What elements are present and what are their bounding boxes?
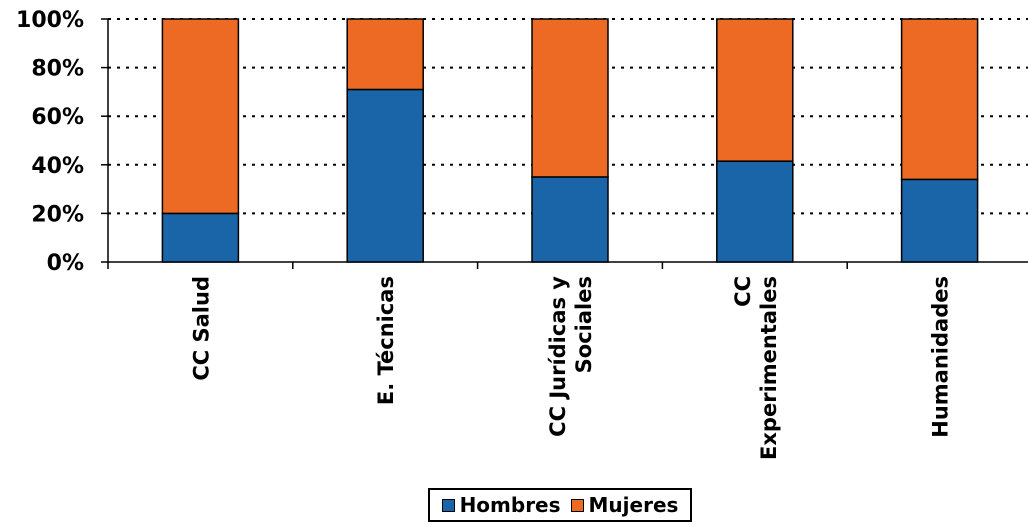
x-category-label: CC	[731, 276, 755, 307]
x-category-label: Experimentales	[757, 276, 781, 460]
y-tick-label: 20%	[31, 202, 84, 227]
legend-swatch-hombres	[441, 498, 455, 512]
x-category-label: Humanidades	[929, 276, 953, 438]
bar-hombres-0	[161, 212, 240, 263]
bar-mujeres-4	[900, 18, 979, 181]
bar-hombres-1	[346, 88, 424, 263]
bar-mujeres-2	[531, 18, 609, 178]
x-category-label: CC Salud	[189, 276, 213, 381]
legend-label-hombres: Hombres	[459, 493, 561, 517]
bar-hombres-4	[900, 178, 979, 263]
bar-mujeres-0	[161, 18, 240, 215]
y-tick-label: 40%	[31, 154, 84, 179]
y-tick-label: 80%	[31, 57, 84, 82]
legend-item-hombres: Hombres	[441, 493, 561, 517]
bar-mujeres-1	[346, 18, 424, 91]
x-category-label: Sociales	[572, 276, 596, 373]
y-tick-label: 100%	[16, 8, 84, 33]
y-tick-label: 60%	[31, 105, 84, 130]
legend: Hombres Mujeres	[428, 488, 692, 522]
bar-mujeres-3	[716, 18, 794, 162]
legend-swatch-mujeres	[570, 498, 584, 512]
legend-label-mujeres: Mujeres	[588, 493, 679, 517]
stacked-bar-chart: 0% 20% 40% 60% 80% 100% CC Salud E. Técnicas CC …	[16, 8, 1028, 460]
y-tick-label: 0%	[47, 251, 84, 276]
bar-hombres-3	[716, 160, 794, 263]
x-category-label: CC Jurídicas y	[546, 276, 570, 437]
x-category-label: E. Técnicas	[374, 276, 398, 405]
bar-hombres-2	[531, 176, 609, 263]
legend-item-mujeres: Mujeres	[570, 493, 679, 517]
